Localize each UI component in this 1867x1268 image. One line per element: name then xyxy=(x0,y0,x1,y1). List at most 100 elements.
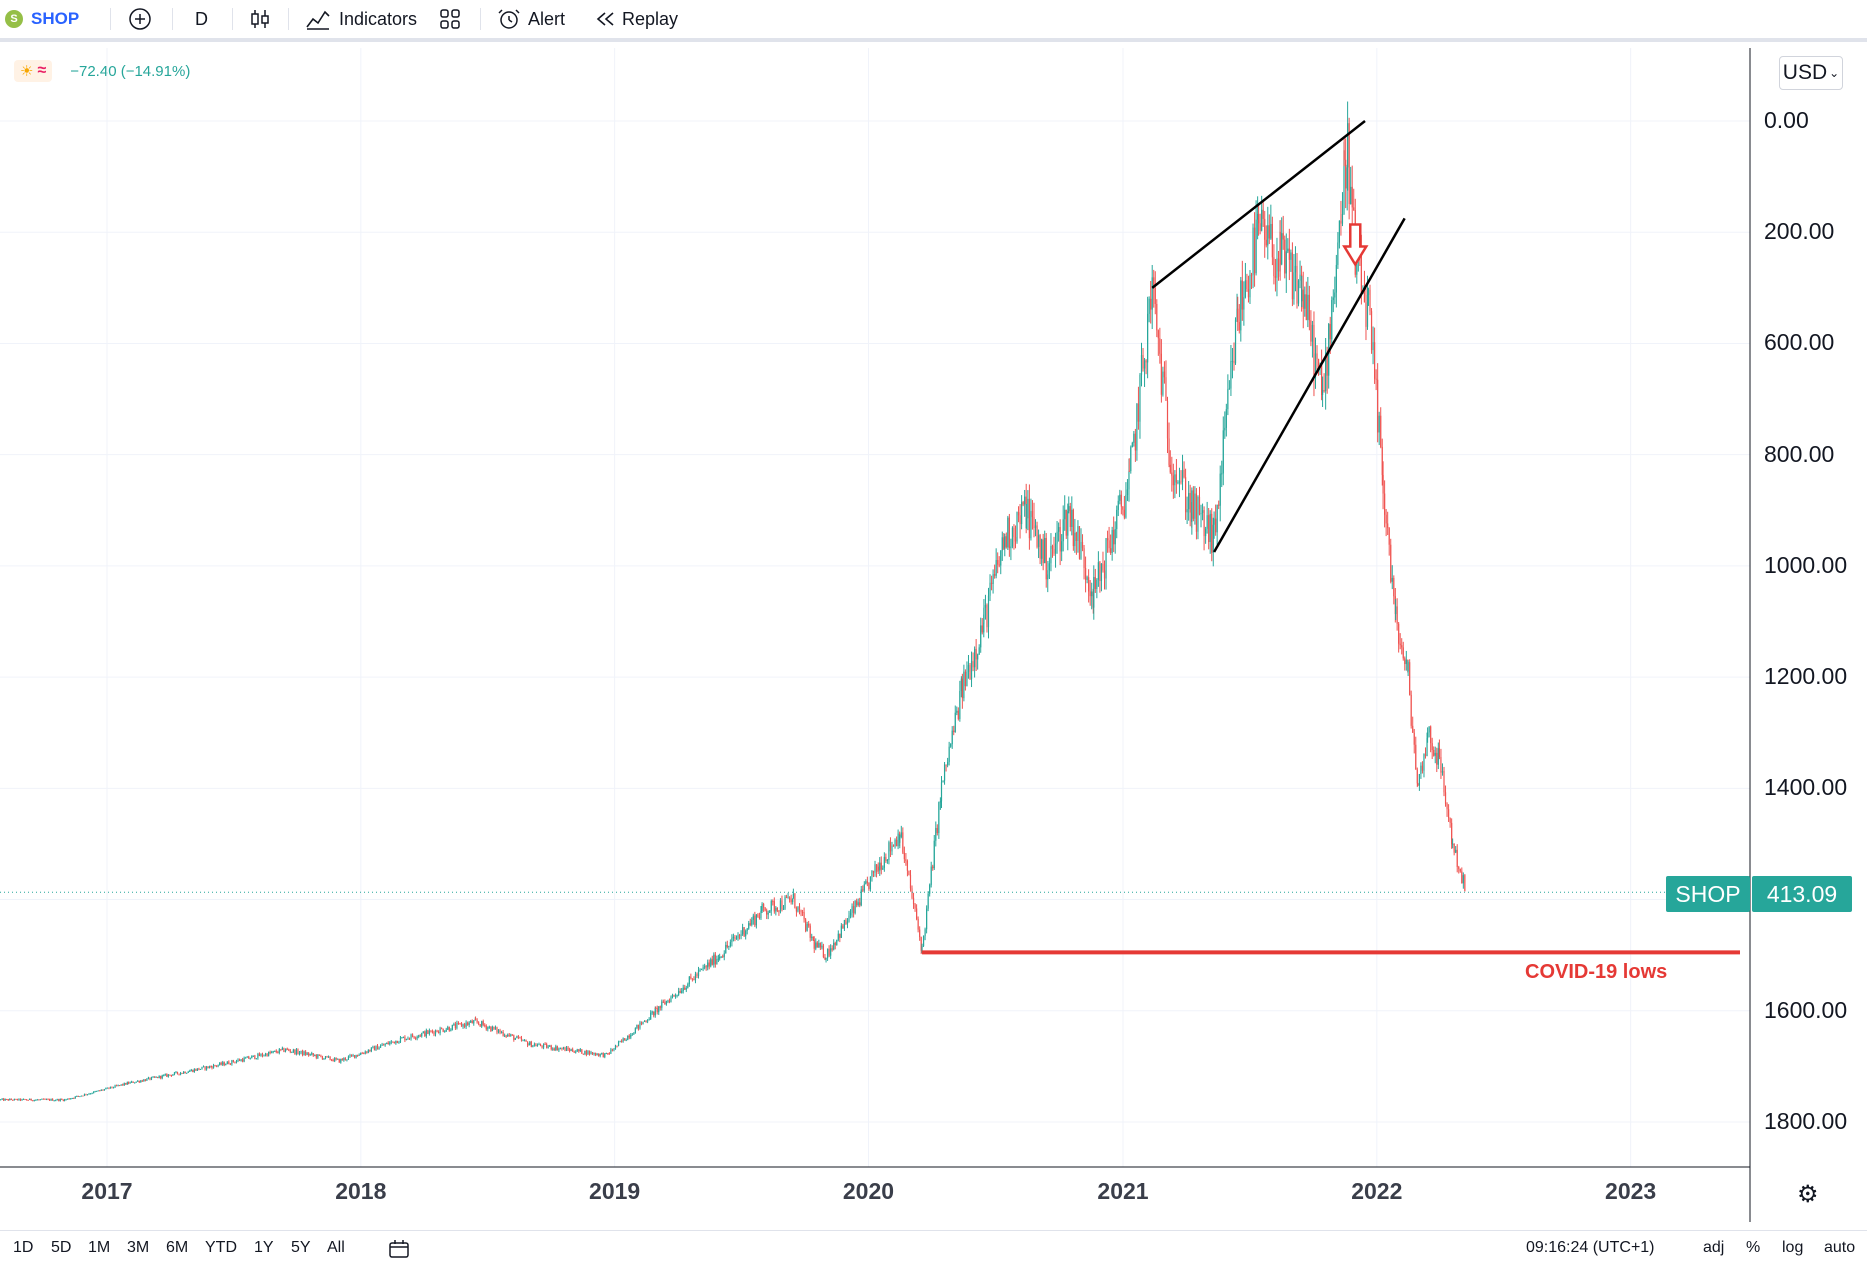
candle-body xyxy=(1308,294,1310,321)
candle-body xyxy=(232,1060,235,1063)
indicators-button[interactable]: Indicators xyxy=(305,0,417,38)
candle-body xyxy=(53,1100,55,1102)
candle-body xyxy=(465,1022,467,1027)
candle-body xyxy=(193,1069,195,1072)
candle-body xyxy=(1394,596,1396,615)
candle-body xyxy=(891,845,893,852)
legend-status-icons[interactable]: ☀ ≈ xyxy=(14,60,53,82)
candle-body xyxy=(874,864,876,873)
candle-body xyxy=(947,762,949,766)
rewind-icon xyxy=(596,12,614,26)
candle-body xyxy=(1370,311,1373,351)
candle-body xyxy=(1281,233,1283,265)
candle-body xyxy=(471,1020,473,1024)
candle-body xyxy=(1113,530,1115,545)
candle-body xyxy=(825,958,827,960)
compare-symbol-button[interactable] xyxy=(128,0,152,38)
candle-body xyxy=(1189,493,1191,513)
candle-body xyxy=(1108,540,1110,549)
alert-button[interactable]: Alert xyxy=(496,0,565,38)
candle-body xyxy=(219,1062,221,1066)
candle-body xyxy=(114,1085,116,1088)
candle-body xyxy=(757,914,759,917)
chart-type-button[interactable] xyxy=(248,0,272,38)
candle-body xyxy=(102,1089,104,1091)
candle-body xyxy=(1276,258,1278,278)
range-button-3m[interactable]: 3M xyxy=(127,1239,150,1256)
range-button-5d[interactable]: 5D xyxy=(51,1239,72,1256)
candle-body xyxy=(1311,324,1314,342)
price-tick-label: 1400.00 xyxy=(1764,774,1848,801)
candle-body xyxy=(789,897,791,900)
range-button-1d[interactable]: 1D xyxy=(13,1239,34,1256)
auto-scale-toggle[interactable]: auto xyxy=(1824,1239,1856,1256)
candle-body xyxy=(960,678,962,692)
candle-body xyxy=(986,605,988,628)
candle-body xyxy=(217,1065,219,1067)
candle-body xyxy=(13,1098,15,1101)
candle-body xyxy=(1000,550,1002,566)
currency-selector[interactable]: USD ⌄ xyxy=(1779,56,1843,90)
candle-body xyxy=(152,1076,154,1078)
candle-body xyxy=(604,1053,606,1058)
candle-body xyxy=(105,1087,107,1090)
interval-button[interactable]: D xyxy=(195,0,208,38)
candle-body xyxy=(411,1034,414,1037)
candle-body xyxy=(1114,529,1116,545)
candle-body xyxy=(352,1055,354,1057)
candle-body xyxy=(1128,470,1130,472)
clock-display[interactable]: 09:16:24 (UTC+1) xyxy=(1526,1239,1655,1256)
candle-body xyxy=(1205,528,1207,537)
candle-body xyxy=(1007,517,1009,548)
price-tick-label: 200.00 xyxy=(1764,218,1835,245)
candle-body xyxy=(447,1027,449,1030)
candle-body xyxy=(579,1049,581,1052)
chart-settings-gear-icon[interactable]: ⚙ xyxy=(1797,1181,1819,1208)
candle-body xyxy=(834,942,836,946)
candle-body xyxy=(246,1056,248,1058)
candle-body xyxy=(1166,400,1169,439)
replay-button[interactable]: Replay xyxy=(594,0,678,38)
log-scale-toggle[interactable]: log xyxy=(1782,1239,1804,1256)
candle-body xyxy=(285,1048,287,1051)
range-button-ytd[interactable]: YTD xyxy=(205,1239,237,1256)
candle-body xyxy=(1249,274,1251,298)
candle-body xyxy=(1343,150,1345,160)
candle-body xyxy=(1213,518,1215,525)
range-button-1m[interactable]: 1M xyxy=(88,1239,111,1256)
candle-body xyxy=(776,907,778,911)
adj-toggle[interactable]: adj xyxy=(1703,1239,1725,1256)
candle-body xyxy=(89,1093,92,1095)
candle-body xyxy=(169,1074,171,1076)
candle-body xyxy=(1169,464,1171,473)
date-range-calendar-icon[interactable] xyxy=(388,1239,410,1264)
candle-body xyxy=(1302,289,1304,309)
range-button-1y[interactable]: 1Y xyxy=(254,1239,274,1256)
candle-body xyxy=(723,953,725,957)
candle-body xyxy=(442,1028,444,1032)
range-button-6m[interactable]: 6M xyxy=(166,1239,189,1256)
candle-body xyxy=(617,1041,620,1046)
candle-body xyxy=(963,671,965,699)
range-button-5y[interactable]: 5Y xyxy=(291,1239,311,1256)
candle-body xyxy=(1313,324,1315,379)
candle-body xyxy=(1285,251,1287,274)
candle-body xyxy=(44,1098,46,1100)
candle-body xyxy=(1407,659,1409,672)
percent-scale-toggle[interactable]: % xyxy=(1746,1239,1761,1256)
candle-body xyxy=(914,904,916,909)
candle-body xyxy=(930,866,932,885)
candle-body xyxy=(71,1098,73,1100)
symbol-search-button[interactable]: S SHOP xyxy=(5,0,79,38)
candle-body xyxy=(856,900,858,906)
price-tick-label: 1200.00 xyxy=(1764,663,1848,690)
range-button-all[interactable]: All xyxy=(327,1239,345,1256)
candle-body xyxy=(335,1058,337,1060)
candle-body xyxy=(1125,494,1127,518)
price-tick-label: 1600.00 xyxy=(1764,996,1848,1023)
templates-button[interactable] xyxy=(438,0,462,38)
candle-body xyxy=(453,1024,455,1026)
candle-body xyxy=(607,1053,609,1055)
candle-body xyxy=(61,1099,63,1101)
